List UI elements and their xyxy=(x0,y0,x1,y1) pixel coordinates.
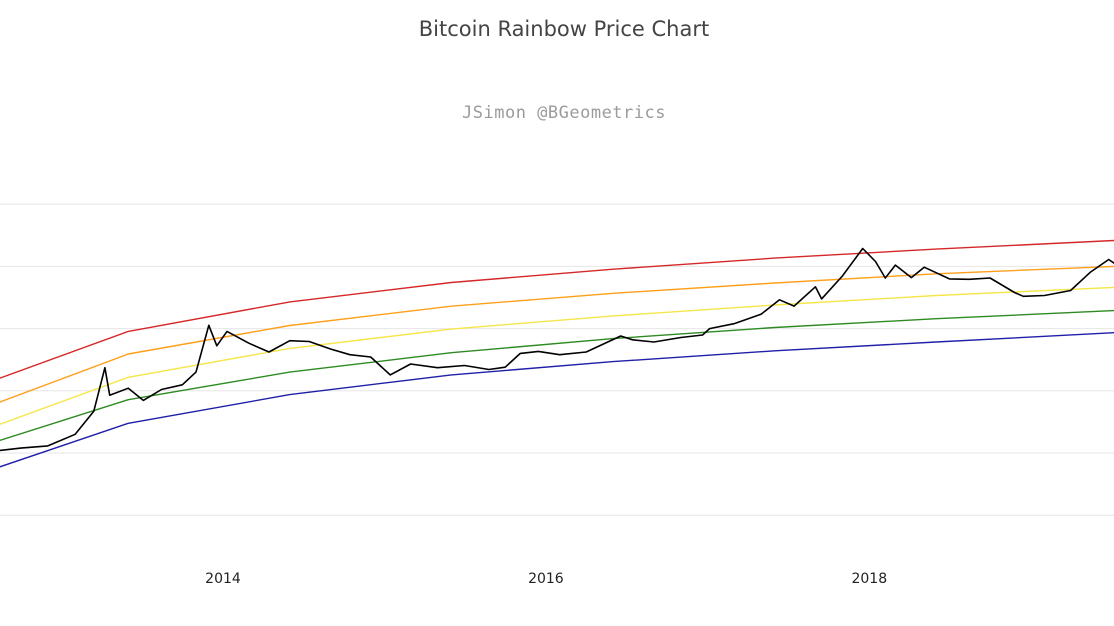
x-tick-label: 2014 xyxy=(205,571,241,587)
rainbow-band-line-1 xyxy=(0,239,1114,379)
rainbow-band-line-5 xyxy=(0,332,1114,468)
rainbow-band-line-4 xyxy=(0,309,1114,441)
x-tick-label: 2016 xyxy=(528,571,564,587)
grid-lines xyxy=(0,203,1114,516)
chart-subtitle: JSimon @BGeometrics xyxy=(462,103,666,123)
x-tick-label: 2018 xyxy=(851,571,887,587)
rainbow-band-line-3 xyxy=(0,286,1114,425)
chart-title: Bitcoin Rainbow Price Chart xyxy=(418,17,710,41)
price-series xyxy=(0,247,1114,452)
rainbow-band-line-2 xyxy=(0,265,1114,403)
x-axis-ticks: 2014 2016 2018 xyxy=(205,571,887,587)
price-line xyxy=(0,247,1114,452)
